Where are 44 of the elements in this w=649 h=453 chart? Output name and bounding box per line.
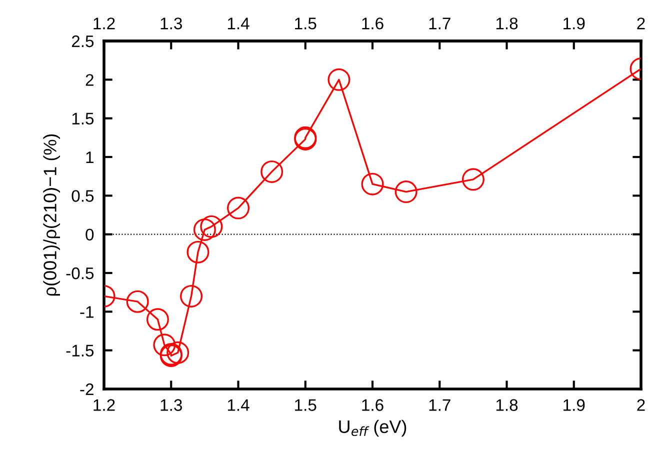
x2-tick-label: 1.3	[160, 18, 182, 30]
point	[200, 215, 223, 238]
y-axis-title: ρ(001)/ρ(210)−1 (%)	[43, 134, 60, 296]
x-axis-title: U$_{eff}$ (eV)	[339, 420, 406, 437]
point	[260, 160, 284, 183]
y-tick-label: 0	[86, 228, 94, 241]
x-tick-label: 1.6	[362, 399, 384, 411]
point	[361, 172, 384, 196]
y-tick-label: 2.5	[72, 35, 94, 48]
x2-tick-label: 1.7	[429, 18, 450, 30]
point	[180, 284, 203, 308]
x2-tick-label: 1.2	[94, 18, 115, 30]
y-tick-label: -1	[80, 306, 94, 318]
x-tick-label: 1.4	[228, 399, 250, 411]
x2-tick-label: 2	[637, 18, 645, 30]
x-tick-label: 1.8	[496, 399, 518, 411]
x-tick-label: 1.5	[295, 399, 316, 411]
point	[328, 68, 350, 91]
x2-tick-label: 1.8	[496, 18, 518, 30]
x-tick-label: 1.2	[94, 399, 115, 411]
point	[193, 218, 216, 241]
y-tick-label: 1.5	[72, 112, 94, 125]
x-tick-label: 2	[637, 399, 645, 411]
y-tick-label: -0.5	[66, 267, 94, 280]
point	[227, 196, 250, 220]
y-tick-label: -1.5	[66, 344, 94, 357]
x-tick-label: 1.3	[160, 399, 182, 411]
x2-tick-label: 1.6	[362, 18, 384, 30]
point	[186, 240, 210, 264]
x-tick-label: 1.7	[429, 399, 450, 411]
point	[126, 290, 149, 313]
point	[462, 168, 484, 191]
x2-tick-label: 1.5	[295, 18, 316, 30]
point	[146, 308, 169, 331]
y-tick-label: 2	[86, 74, 94, 86]
x2-tick-label: 1.4	[228, 18, 250, 30]
point	[166, 341, 190, 364]
x2-tick-label: 1.9	[564, 18, 585, 30]
y-tick-label: 1	[86, 152, 94, 164]
y-tick-label: -2	[80, 383, 94, 396]
point	[394, 180, 418, 204]
point	[153, 334, 176, 356]
x-tick-label: 1.9	[564, 399, 585, 411]
y-tick-label: 0.5	[72, 190, 94, 202]
